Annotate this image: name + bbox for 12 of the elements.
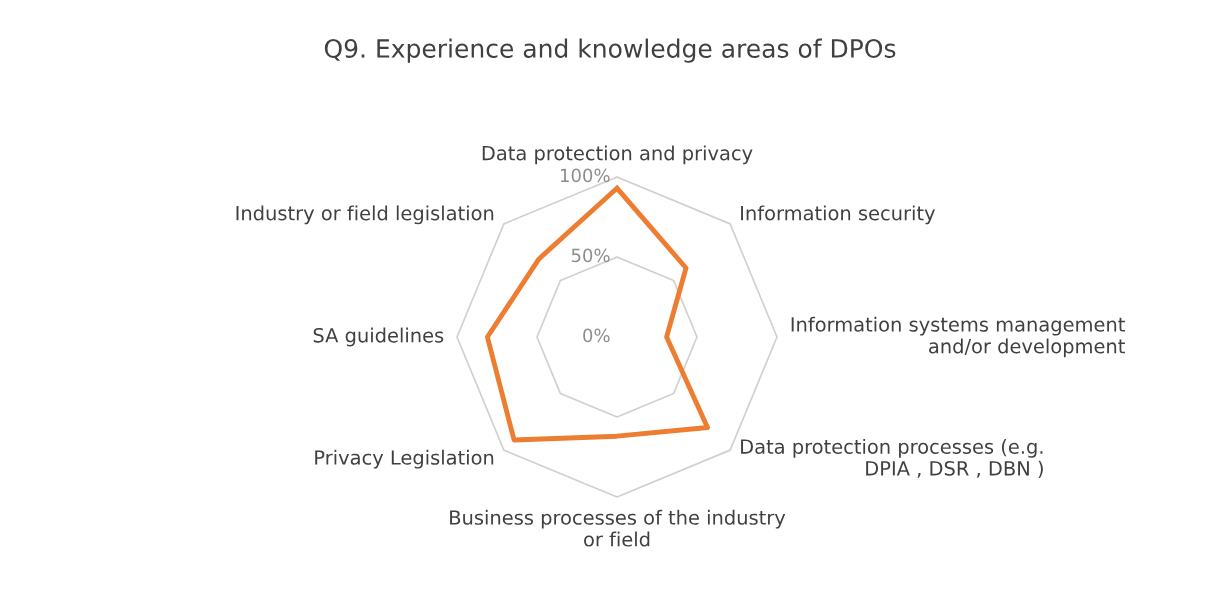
spoke-label: Industry or field legislation	[236, 205, 494, 225]
y-tick-label: 0%	[583, 328, 610, 343]
spoke-label: SA guidelines	[313, 327, 444, 347]
y-tick-label: 50%	[571, 248, 610, 263]
spoke-label: Information systems management and/or development	[791, 316, 1125, 358]
chart-title: Q9. Experience and knowledge areas of DPOs	[324, 38, 896, 63]
spoke-label: Data protection processes (e.g. DPIA , DSR , DBN )	[741, 438, 1043, 478]
spoke-label: Privacy Legislation	[315, 449, 494, 469]
spoke-label: Business processes of the industry or field	[450, 509, 786, 547]
y-tick-label: 100%	[560, 168, 610, 183]
spoke-label: Data protection and privacy	[482, 145, 753, 165]
spoke-label: Information security	[741, 205, 935, 225]
